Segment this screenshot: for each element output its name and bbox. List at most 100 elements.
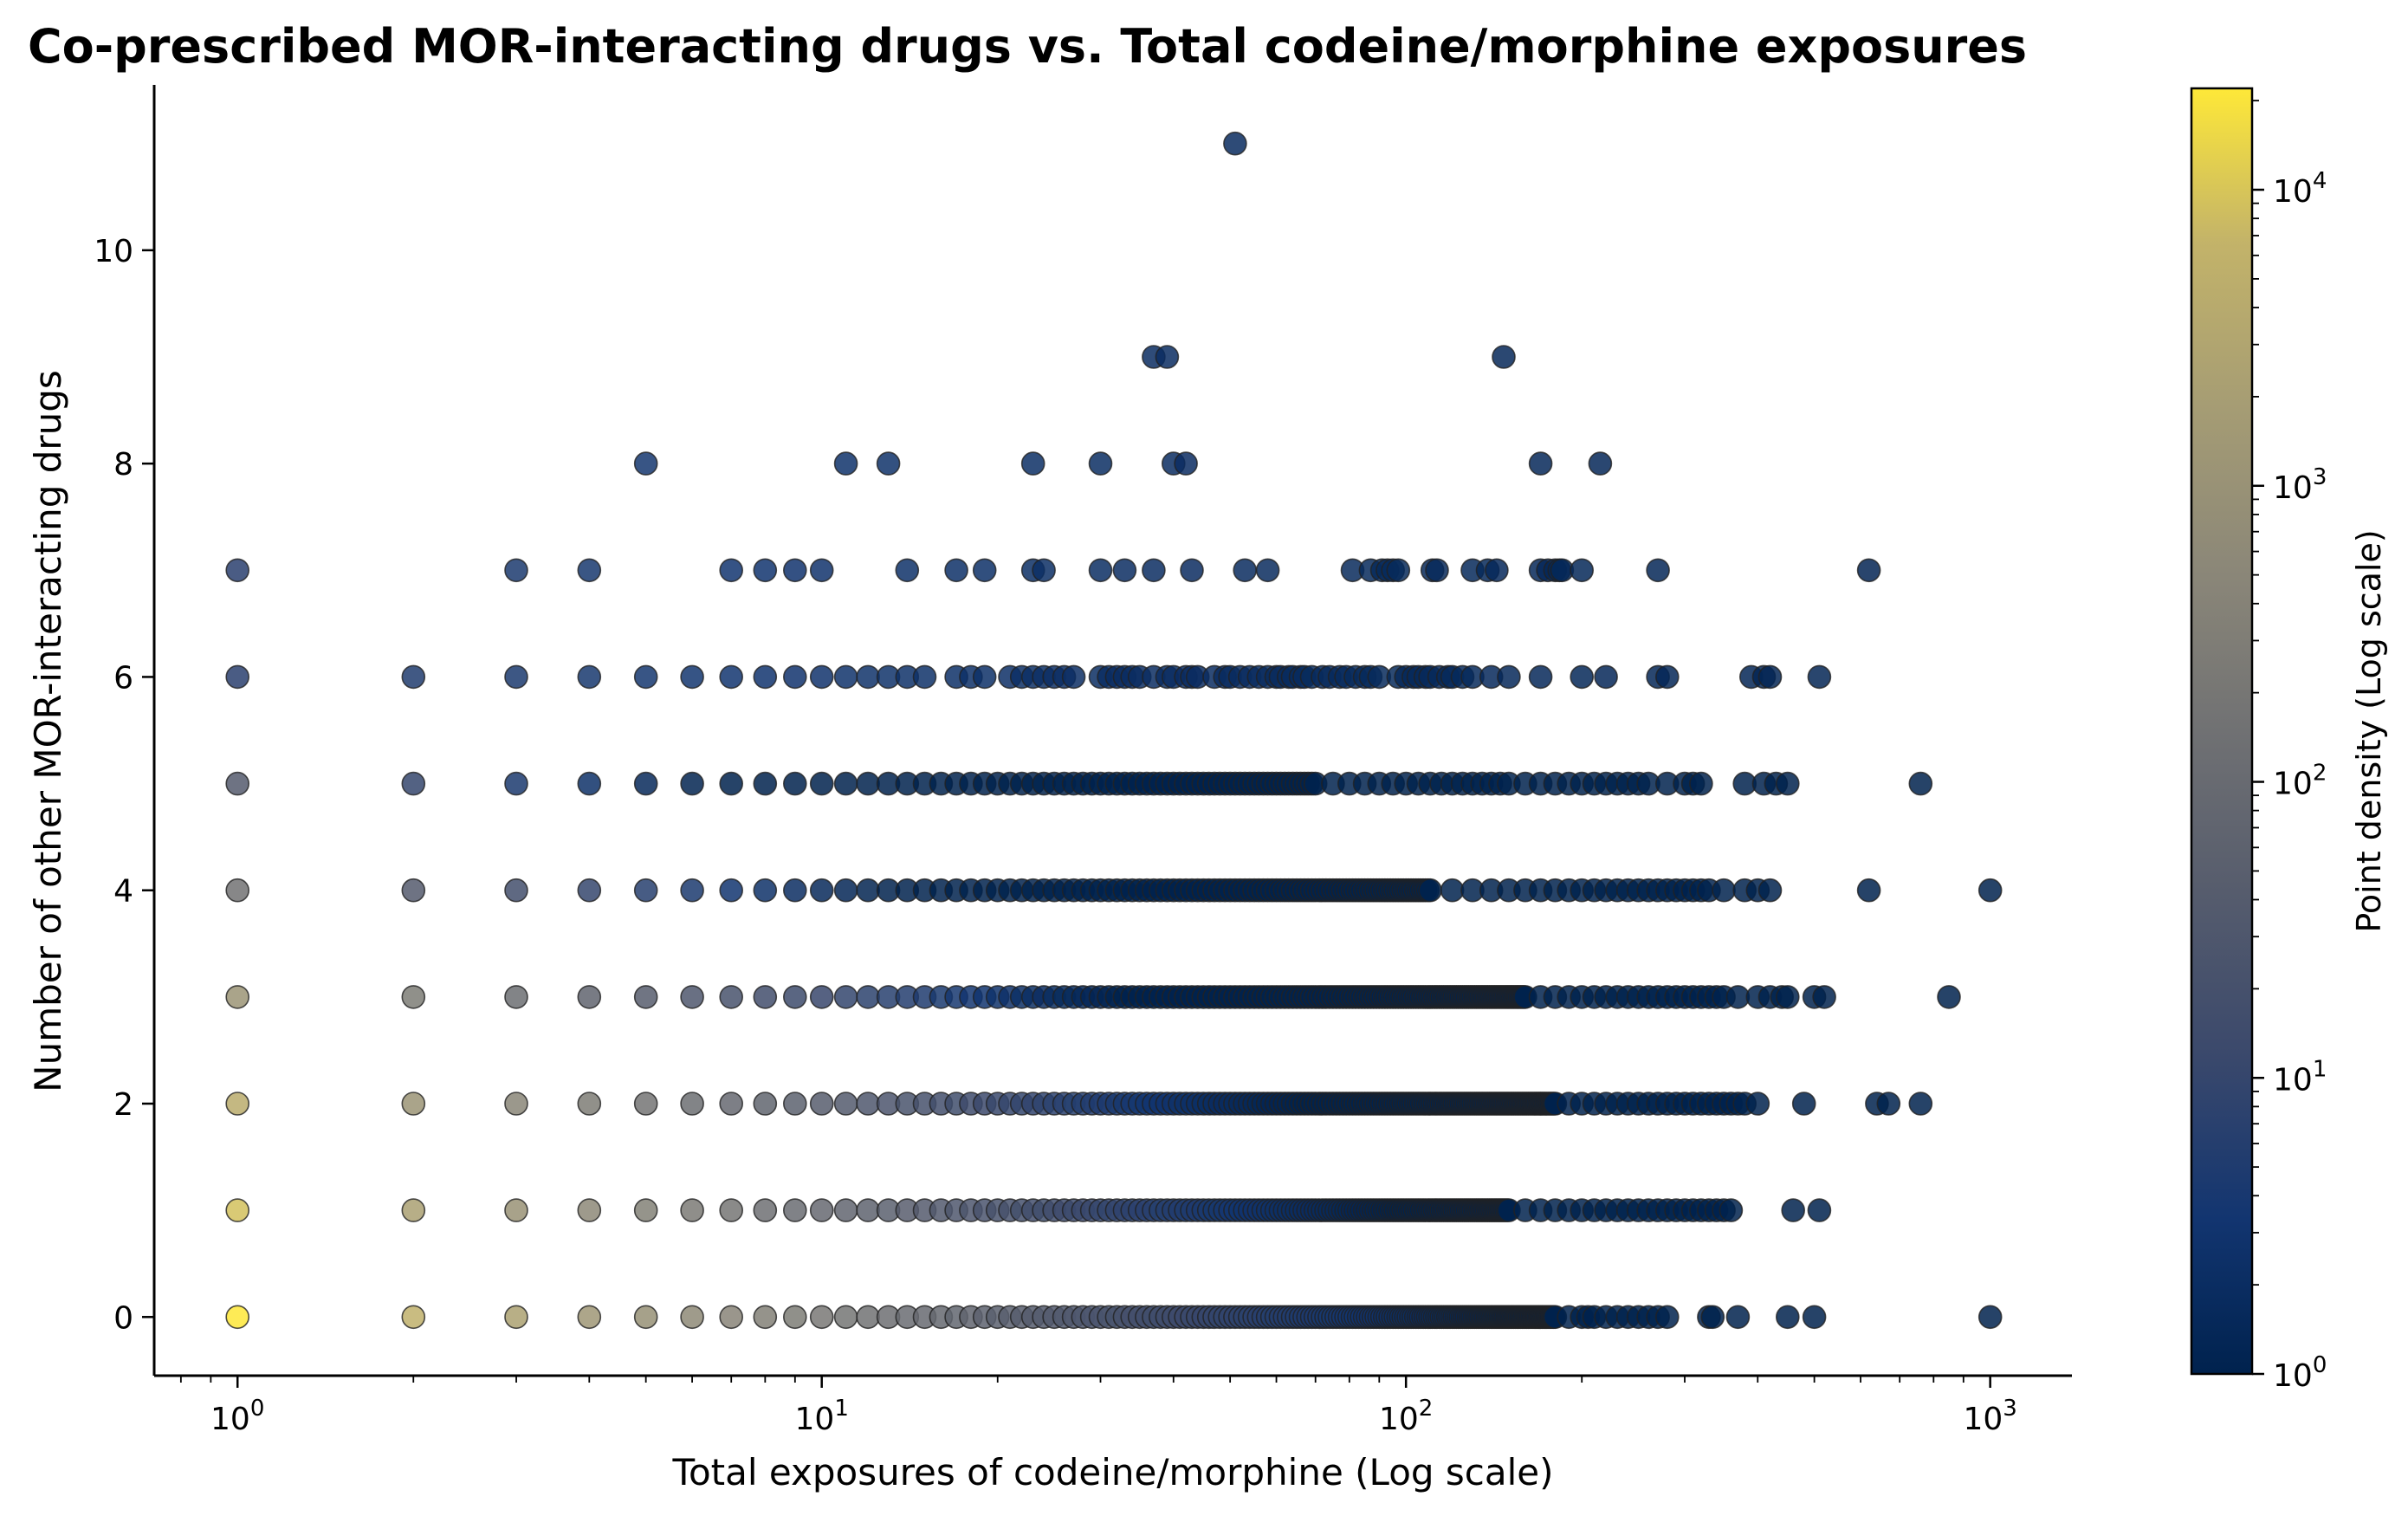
data-point — [633, 451, 658, 476]
data-point — [1020, 451, 1045, 476]
y-tick-label: 10 — [94, 234, 133, 269]
data-point — [719, 664, 744, 690]
data-point — [719, 771, 744, 796]
data-point — [225, 1092, 250, 1116]
data-point — [401, 771, 426, 796]
data-point — [719, 1092, 744, 1116]
data-point — [225, 771, 250, 796]
data-point — [833, 771, 858, 796]
data-point — [680, 771, 704, 796]
data-point — [1255, 558, 1280, 583]
data-point — [972, 664, 997, 690]
data-point — [1978, 878, 2003, 903]
data-point — [1689, 771, 1713, 796]
data-point — [782, 771, 807, 796]
colorbar-tick-label: 101 — [2273, 1056, 2327, 1098]
data-point — [944, 558, 968, 583]
data-point — [633, 771, 658, 796]
y-tick-label: 0 — [113, 1300, 133, 1336]
data-point — [1856, 558, 1881, 583]
data-point — [504, 771, 528, 796]
data-point — [753, 1092, 778, 1116]
data-point — [680, 1305, 704, 1330]
data-point — [1440, 878, 1465, 903]
data-point — [1908, 771, 1933, 796]
data-point — [1757, 878, 1783, 903]
data-point — [912, 664, 937, 690]
data-point — [401, 664, 426, 690]
data-point — [833, 985, 858, 1009]
y-axis-label: Number of other MOR-interacting drugs — [27, 370, 69, 1092]
data-point — [719, 1198, 744, 1222]
data-point — [1418, 878, 1442, 903]
data-point — [1776, 771, 1800, 796]
data-point — [577, 1198, 602, 1222]
data-point — [1856, 878, 1881, 903]
y-tick-label: 4 — [113, 874, 133, 910]
axes — [152, 85, 2072, 1377]
data-point — [577, 985, 602, 1009]
colorbar-tick-label: 102 — [2273, 761, 2327, 802]
data-point — [1061, 664, 1086, 690]
data-point — [972, 558, 997, 583]
data-point — [809, 771, 834, 796]
data-point — [225, 558, 250, 583]
data-point — [856, 1305, 880, 1330]
data-point — [753, 1198, 778, 1222]
data-point — [895, 558, 920, 583]
data-point — [1876, 1092, 1901, 1116]
chart-title: Co-prescribed MOR-interacting drugs vs. … — [28, 19, 2027, 74]
x-tick-label: 100 — [210, 1396, 264, 1437]
data-point — [833, 664, 858, 690]
data-point — [1725, 985, 1751, 1009]
data-point — [504, 1305, 528, 1330]
data-point — [719, 985, 744, 1009]
data-point — [809, 664, 834, 690]
data-point — [577, 878, 602, 903]
x-tick-label: 103 — [1963, 1396, 2016, 1437]
data-point — [577, 558, 602, 583]
data-point — [577, 1092, 602, 1116]
data-point — [782, 1305, 807, 1330]
data-point — [1725, 1305, 1751, 1330]
y-tick-label: 8 — [113, 447, 133, 483]
data-point — [1776, 1305, 1800, 1330]
data-point — [856, 1198, 880, 1222]
data-point — [782, 1092, 807, 1116]
data-point — [680, 664, 704, 690]
data-point — [1155, 345, 1180, 369]
data-point — [809, 1092, 834, 1116]
data-point — [401, 878, 426, 903]
data-point — [1807, 664, 1832, 690]
data-point — [1757, 664, 1783, 690]
data-point — [504, 1198, 528, 1222]
data-point — [753, 771, 778, 796]
data-point — [753, 1305, 778, 1330]
data-point — [753, 878, 778, 903]
data-point — [1812, 985, 1836, 1009]
data-point — [1142, 558, 1166, 583]
data-point — [719, 878, 744, 903]
data-point — [1745, 1092, 1770, 1116]
data-point — [1776, 985, 1800, 1009]
colorbar-tick-label: 104 — [2273, 168, 2327, 210]
data-point — [633, 878, 658, 903]
data-point — [1528, 664, 1553, 690]
data-point — [782, 878, 807, 903]
data-point — [504, 878, 528, 903]
data-point — [577, 664, 602, 690]
data-point — [1655, 664, 1680, 690]
data-point — [225, 1305, 250, 1330]
data-point — [782, 664, 807, 690]
data-point — [753, 985, 778, 1009]
data-point — [577, 1305, 602, 1330]
data-point — [633, 1305, 658, 1330]
data-point — [1223, 131, 1247, 156]
data-point — [633, 1092, 658, 1116]
data-point — [1088, 558, 1113, 583]
data-point — [809, 985, 834, 1009]
colorbar-tick-label: 100 — [2273, 1352, 2327, 1394]
data-point — [856, 878, 880, 903]
data-point — [719, 1305, 744, 1330]
data-point — [1791, 1092, 1816, 1116]
